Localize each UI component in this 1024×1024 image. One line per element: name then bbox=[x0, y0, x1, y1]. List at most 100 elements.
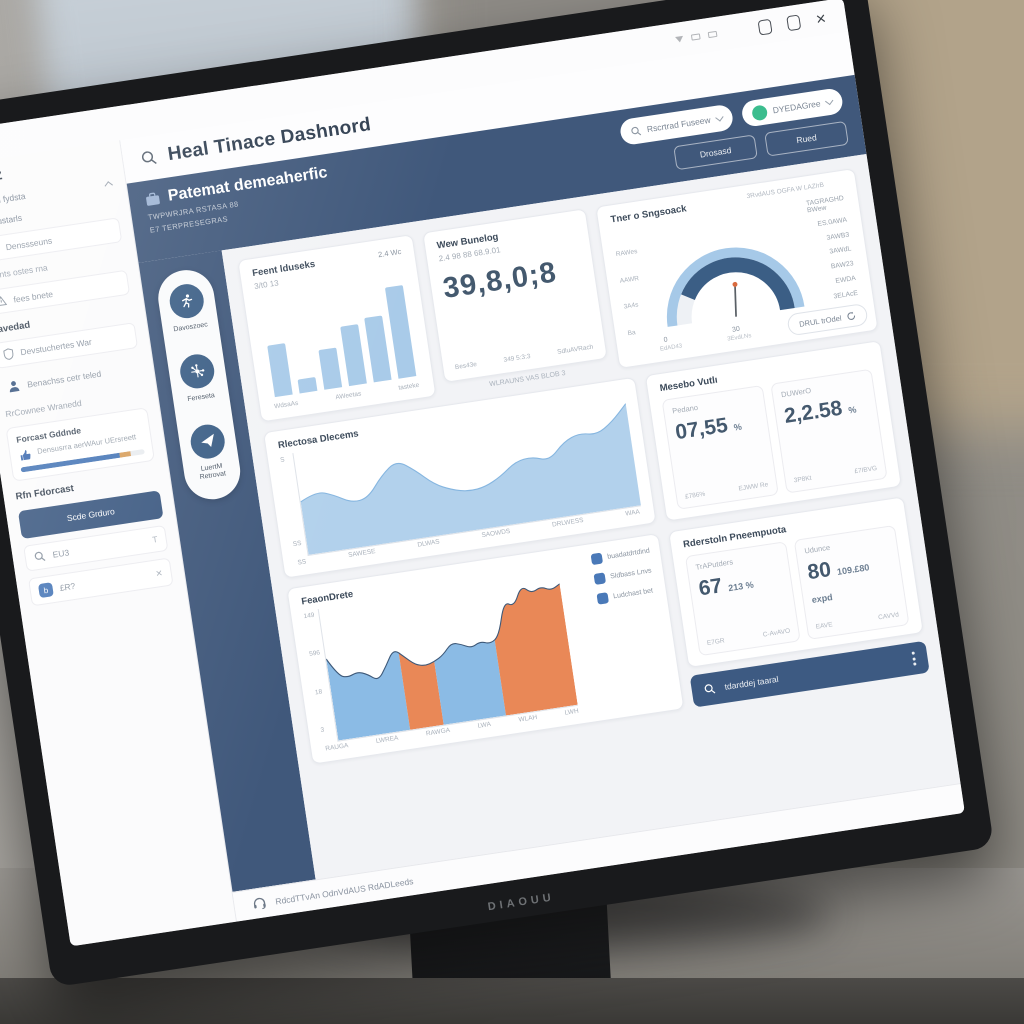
sidebar-link-label: Ér ıo ustarls bbox=[0, 212, 23, 230]
refresh-icon bbox=[847, 311, 856, 320]
chevron-down-icon bbox=[715, 113, 724, 122]
chevron-down-icon bbox=[825, 96, 834, 106]
tile-delta: 109.£80 bbox=[836, 562, 871, 577]
x-label: LWA bbox=[477, 720, 492, 730]
sidebar-search-row[interactable]: EU3 T bbox=[23, 524, 169, 572]
forecast-progress-tip bbox=[119, 451, 132, 458]
tile-foot-left: £786% bbox=[684, 490, 706, 501]
list-item: EWDA bbox=[835, 275, 857, 286]
x-label: tasteke bbox=[397, 381, 420, 392]
rail-item-1[interactable]: Davoszoec bbox=[167, 281, 209, 335]
revenue-foot-mid: 349 5:3:3 bbox=[503, 352, 532, 364]
blue-column: Davoszoec Fereseta bbox=[138, 250, 316, 892]
sidebar-item-label: Devstuchertes War bbox=[19, 336, 93, 358]
legend-swatch-icon bbox=[590, 552, 604, 566]
sidebar-item-shield[interactable]: Devstuchertes War bbox=[0, 322, 139, 369]
tile-value: 07,55 bbox=[673, 413, 730, 445]
blue-badge-icon: b bbox=[37, 582, 54, 599]
chart-legend: buadatdrtdind Sldbass Lnvs Ludchast bet bbox=[590, 546, 657, 605]
dashboard-content: Feent lduseks 2.4 Wc 3/t0 13 WdsaAs AWee… bbox=[221, 154, 961, 880]
sidebar-alert-label: Denssseuns bbox=[4, 234, 53, 252]
page-header: Heal Tinace Dashnord bbox=[120, 31, 855, 184]
y-label: S bbox=[279, 456, 286, 465]
revenue-value: 39,8,0;8 bbox=[440, 256, 559, 305]
tile-foot-left: EAVE bbox=[815, 621, 834, 631]
revenue-foot-left: Bes43e bbox=[454, 360, 478, 372]
person-icon bbox=[9, 381, 20, 393]
y-label: SS bbox=[292, 539, 302, 549]
camera-icon bbox=[690, 33, 701, 41]
band-left: Patemat demeaherfic TWPWRJRA RSTASA 88 E… bbox=[144, 164, 335, 249]
gauge-card: Tner o Sngsoack 3RvdAUS OGFA W LAZIrB RA… bbox=[595, 167, 879, 369]
bar-chart bbox=[255, 269, 420, 402]
band-button-1[interactable]: Drosasd bbox=[673, 134, 758, 171]
census-card: Rlectosa Dlecems S SS bbox=[262, 376, 657, 579]
sidebar-search-value: EU3 bbox=[52, 547, 70, 560]
network-icon bbox=[177, 351, 217, 391]
search-icon[interactable] bbox=[140, 149, 158, 167]
list-item: 3ELAcE bbox=[833, 289, 859, 301]
close-button[interactable]: × bbox=[814, 8, 828, 29]
refresh-label: DRUL trOdel bbox=[798, 313, 843, 329]
headset-icon bbox=[253, 897, 266, 910]
sidebar-item-person[interactable]: Benachss cetr teled bbox=[0, 355, 143, 401]
screen: × dlniz ack ieu fydsta Ér ıo ustarls Den bbox=[0, 0, 965, 947]
minimize-button[interactable] bbox=[757, 18, 773, 36]
restore-button[interactable] bbox=[786, 13, 802, 31]
sidebar-link-label: ack ieu fydsta bbox=[0, 190, 27, 209]
dark-search-placeholder: tdarddej taaral bbox=[723, 673, 780, 692]
census-area-chart bbox=[292, 403, 642, 557]
sidebar-alert-3[interactable]: fees bnete bbox=[0, 269, 131, 316]
invoices-card: Feent lduseks 2.4 Wc 3/t0 13 WdsaAs AWee… bbox=[237, 234, 437, 423]
dark-search-bar[interactable]: tdarddej taaral bbox=[689, 640, 930, 708]
band-right: Rscrtrad Fuseew DYEDAGree Dr bbox=[618, 87, 849, 178]
x-label: SAOWDS bbox=[481, 527, 511, 540]
status-icons bbox=[675, 30, 718, 43]
tick-label: 30 bbox=[731, 325, 741, 334]
header-search-pill[interactable]: Rscrtrad Fuseew bbox=[618, 103, 735, 147]
y-label: 3 bbox=[320, 726, 325, 735]
shield-icon bbox=[3, 348, 14, 360]
rail-item-3[interactable]: LuertM Retrovat bbox=[181, 421, 237, 485]
x-label: WLAH bbox=[518, 713, 538, 724]
refresh-button[interactable]: DRUL trOdel bbox=[786, 302, 869, 337]
briefcase-icon bbox=[146, 192, 160, 206]
sidebar-icon-row-value: £R? bbox=[59, 580, 76, 594]
revenue-card: Wew Bunelog 2.4 98 88 68.9.01 39,8,0;8 B… bbox=[421, 208, 609, 383]
rail-item-2[interactable]: Fereseta bbox=[177, 351, 219, 405]
tick-label: 3EvdLNs bbox=[726, 333, 752, 343]
warning-icon bbox=[0, 295, 8, 307]
legend-label: Sldbass Lnvs bbox=[609, 567, 653, 581]
y-label: 18 bbox=[314, 688, 323, 697]
monitor-bezel: × dlniz ack ieu fydsta Ér ıo ustarls Den bbox=[0, 0, 995, 988]
tick-label: Ba bbox=[627, 329, 637, 338]
legend-swatch-icon bbox=[593, 572, 607, 585]
search-icon bbox=[630, 126, 641, 135]
search-icon bbox=[34, 551, 46, 562]
tile-value: 67 bbox=[697, 574, 724, 601]
band-button-2[interactable]: Rued bbox=[764, 120, 849, 157]
bar bbox=[339, 324, 367, 387]
tick-label: RAWes bbox=[615, 247, 638, 259]
user-menu[interactable]: DYEDAGree bbox=[740, 87, 845, 128]
y-label: 149 bbox=[303, 611, 315, 621]
blue-header-band: Patemat demeaherfic TWPWRJRA RSTASA 88 E… bbox=[126, 74, 867, 263]
revenue-foot-right: SdluAVRach bbox=[556, 343, 594, 356]
x-label: SAWESE bbox=[347, 548, 377, 560]
app-body: dlniz ack ieu fydsta Ér ıo ustarls Denss… bbox=[0, 31, 965, 947]
sidebar-search-suffix: T bbox=[151, 534, 159, 545]
kebab-menu-icon[interactable] bbox=[911, 651, 917, 666]
x-label: RAUGA bbox=[324, 742, 349, 753]
rail-label: Davoszoec bbox=[172, 321, 209, 334]
list-item: ES.0AWA bbox=[817, 216, 848, 228]
legend-swatch-icon bbox=[596, 592, 610, 605]
content-row: Davoszoec Fereseta bbox=[138, 154, 961, 892]
tile-value: 2,2.58 bbox=[782, 396, 844, 428]
member-card: Mesebo Vutlı Pedano 07,55 % £786% EJWW R… bbox=[644, 340, 902, 522]
bar bbox=[267, 343, 293, 398]
battery-icon bbox=[707, 30, 718, 39]
bar bbox=[384, 285, 416, 379]
invoices-badge: 2.4 Wc bbox=[377, 246, 402, 260]
tick-label: EdAD43 bbox=[659, 343, 683, 353]
